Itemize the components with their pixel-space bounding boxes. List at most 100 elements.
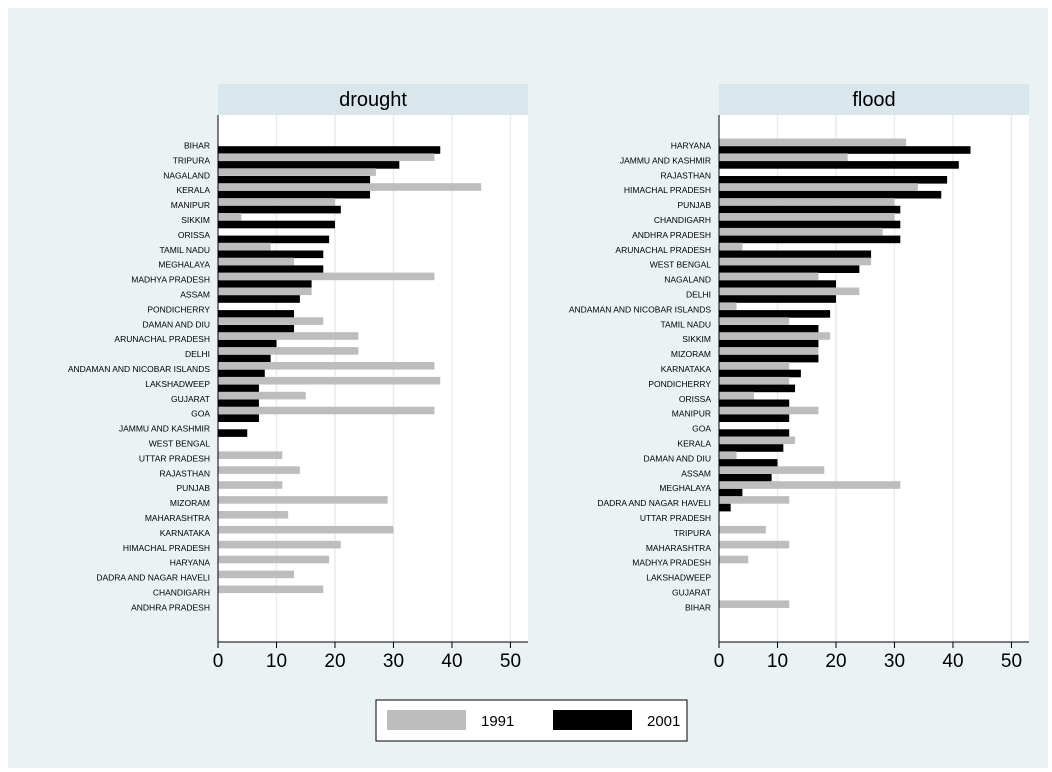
flood-category-label: WEST BENGAL bbox=[650, 260, 712, 270]
flood-bar-2001-rajasthan bbox=[719, 176, 948, 184]
drought-category-label: MAHARASHTRA bbox=[145, 513, 211, 523]
flood-bar-1991-haryana bbox=[719, 138, 907, 147]
drought-bar-1991-tripura bbox=[218, 153, 435, 161]
drought-category-label: WEST BENGAL bbox=[149, 439, 211, 449]
drought-category-label: DELHI bbox=[185, 349, 210, 359]
drought-bar-1991-chandigarh bbox=[218, 585, 324, 594]
drought-x-tick-label-20: 20 bbox=[324, 651, 345, 672]
drought-bar-2001-gujarat bbox=[218, 399, 259, 408]
flood-category-label: KARNATAKA bbox=[661, 364, 712, 374]
drought-bar-2001-goa bbox=[218, 414, 259, 422]
legend-swatch-2001 bbox=[553, 710, 632, 730]
drought-bar-1991-delhi bbox=[218, 347, 359, 355]
drought-category-label: TAMIL NADU bbox=[159, 245, 210, 255]
drought-category-label: DADRA AND NAGAR HAVELI bbox=[96, 573, 210, 583]
drought-bar-2001-lakshadweep bbox=[218, 384, 259, 393]
flood-bar-2001-pondicherry bbox=[719, 384, 796, 393]
drought-category-label: MIZORAM bbox=[170, 498, 210, 508]
flood-category-label: KERALA bbox=[677, 439, 711, 449]
drought-category-label: JAMMU AND KASHMIR bbox=[119, 424, 210, 434]
flood-bar-1991-jammu-and-kashmir bbox=[719, 153, 848, 161]
drought-x-tick-label-50: 50 bbox=[500, 651, 521, 672]
drought-bar-2001-tamil-nadu bbox=[218, 250, 324, 259]
flood-bar-1991-tamil-nadu bbox=[719, 317, 790, 325]
drought-bar-1991-mizoram bbox=[218, 496, 388, 504]
flood-category-label: ASSAM bbox=[681, 468, 711, 478]
drought-bar-1991-uttar-pradesh bbox=[218, 451, 283, 459]
drought-bar-2001-delhi bbox=[218, 354, 271, 363]
drought-category-label: RAJASTHAN bbox=[159, 468, 210, 478]
drought-bar-1991-daman-and-diu bbox=[218, 317, 324, 325]
flood-category-label: MADHYA PRADESH bbox=[632, 558, 711, 568]
flood-bar-1991-dadra-and-nagar-haveli bbox=[719, 496, 790, 504]
drought-category-label: KERALA bbox=[176, 185, 210, 195]
drought-category-label: ASSAM bbox=[180, 290, 210, 300]
flood-x-tick-label-50: 50 bbox=[1001, 651, 1022, 672]
flood-bar-1991-manipur bbox=[719, 406, 819, 415]
drought-x-tick-label-30: 30 bbox=[383, 651, 404, 672]
drought-header bbox=[218, 84, 528, 115]
flood-category-label: ORISSA bbox=[679, 394, 711, 404]
drought-category-label: PONDICHERRY bbox=[147, 304, 210, 314]
drought-category-label: GOA bbox=[191, 409, 210, 419]
drought-category-label: DAMAN AND DIU bbox=[142, 319, 210, 329]
drought-category-label: MEGHALAYA bbox=[158, 260, 210, 270]
flood-bar-2001-andhra-pradesh bbox=[719, 235, 901, 244]
drought-category-label: KARNATAKA bbox=[160, 528, 211, 538]
flood-category-label: UTTAR PRADESH bbox=[640, 513, 711, 523]
flood-bar-2001-tamil-nadu bbox=[719, 325, 819, 333]
flood-category-label: MANIPUR bbox=[672, 409, 711, 419]
flood-category-label: MIZORAM bbox=[671, 349, 711, 359]
flood-bar-1991-karnataka bbox=[719, 362, 790, 370]
drought-bar-1991-manipur bbox=[218, 198, 335, 206]
flood-bar-1991-kerala bbox=[719, 436, 796, 445]
drought-category-label: ORISSA bbox=[178, 230, 210, 240]
flood-bar-2001-daman-and-diu bbox=[719, 459, 778, 467]
drought-bar-1991-lakshadweep bbox=[218, 376, 441, 385]
flood-bar-2001-mizoram bbox=[719, 354, 819, 363]
flood-category-label: TRIPURA bbox=[674, 528, 712, 538]
flood-bar-1991-orissa bbox=[719, 391, 755, 400]
flood-bar-2001-andaman-and-nicobar-islands bbox=[719, 310, 831, 318]
flood-x-tick-label-40: 40 bbox=[942, 651, 963, 672]
flood-bar-1991-madhya-pradesh bbox=[719, 555, 749, 564]
drought-category-label: GUJARAT bbox=[171, 394, 210, 404]
flood-bar-2001-chandigarh bbox=[719, 220, 901, 229]
legend-label-2001: 2001 bbox=[647, 713, 680, 730]
drought-bar-2001-pondicherry bbox=[218, 310, 295, 318]
drought-bar-1991-gujarat bbox=[218, 391, 306, 400]
drought-bar-1991-arunachal-pradesh bbox=[218, 332, 359, 340]
flood-bar-2001-karnataka bbox=[719, 369, 801, 378]
flood-bar-2001-punjab bbox=[719, 205, 901, 214]
flood-category-label: PONDICHERRY bbox=[648, 379, 711, 389]
flood-category-label: GUJARAT bbox=[672, 588, 711, 598]
drought-bar-1991-rajasthan bbox=[218, 466, 300, 474]
drought-bar-1991-himachal-pradesh bbox=[218, 540, 341, 549]
flood-bar-1991-andaman-and-nicobar-islands bbox=[719, 302, 737, 310]
flood-bar-2001-assam bbox=[719, 474, 772, 482]
flood-bar-2001-arunachal-pradesh bbox=[719, 250, 872, 259]
drought-category-label: MANIPUR bbox=[171, 200, 210, 210]
flood-bar-1991-maharashtra bbox=[719, 540, 790, 549]
drought-category-label: NAGALAND bbox=[163, 170, 210, 180]
flood-header bbox=[719, 84, 1029, 115]
flood-bar-1991-delhi bbox=[719, 287, 860, 296]
drought-category-label: LAKSHADWEEP bbox=[145, 379, 210, 389]
drought-category-label: HARYANA bbox=[170, 558, 211, 568]
flood-bars bbox=[719, 138, 971, 608]
flood-category-label: HIMACHAL PRADESH bbox=[624, 185, 711, 195]
flood-bar-1991-meghalaya bbox=[719, 481, 901, 489]
flood-bar-1991-punjab bbox=[719, 198, 895, 206]
flood-category-label: CHANDIGARH bbox=[654, 215, 711, 225]
flood-category-label: JAMMU AND KASHMIR bbox=[620, 155, 711, 165]
flood-title: flood bbox=[852, 89, 895, 111]
drought-bar-2001-manipur bbox=[218, 205, 341, 214]
flood-category-label: DELHI bbox=[686, 290, 711, 300]
drought-bar-1991-sikkim bbox=[218, 213, 242, 221]
flood-category-label: DADRA AND NAGAR HAVELI bbox=[597, 498, 711, 508]
flood-bar-1991-tripura bbox=[719, 525, 766, 534]
drought-bar-2001-assam bbox=[218, 295, 300, 303]
flood-bar-2001-manipur bbox=[719, 414, 790, 422]
